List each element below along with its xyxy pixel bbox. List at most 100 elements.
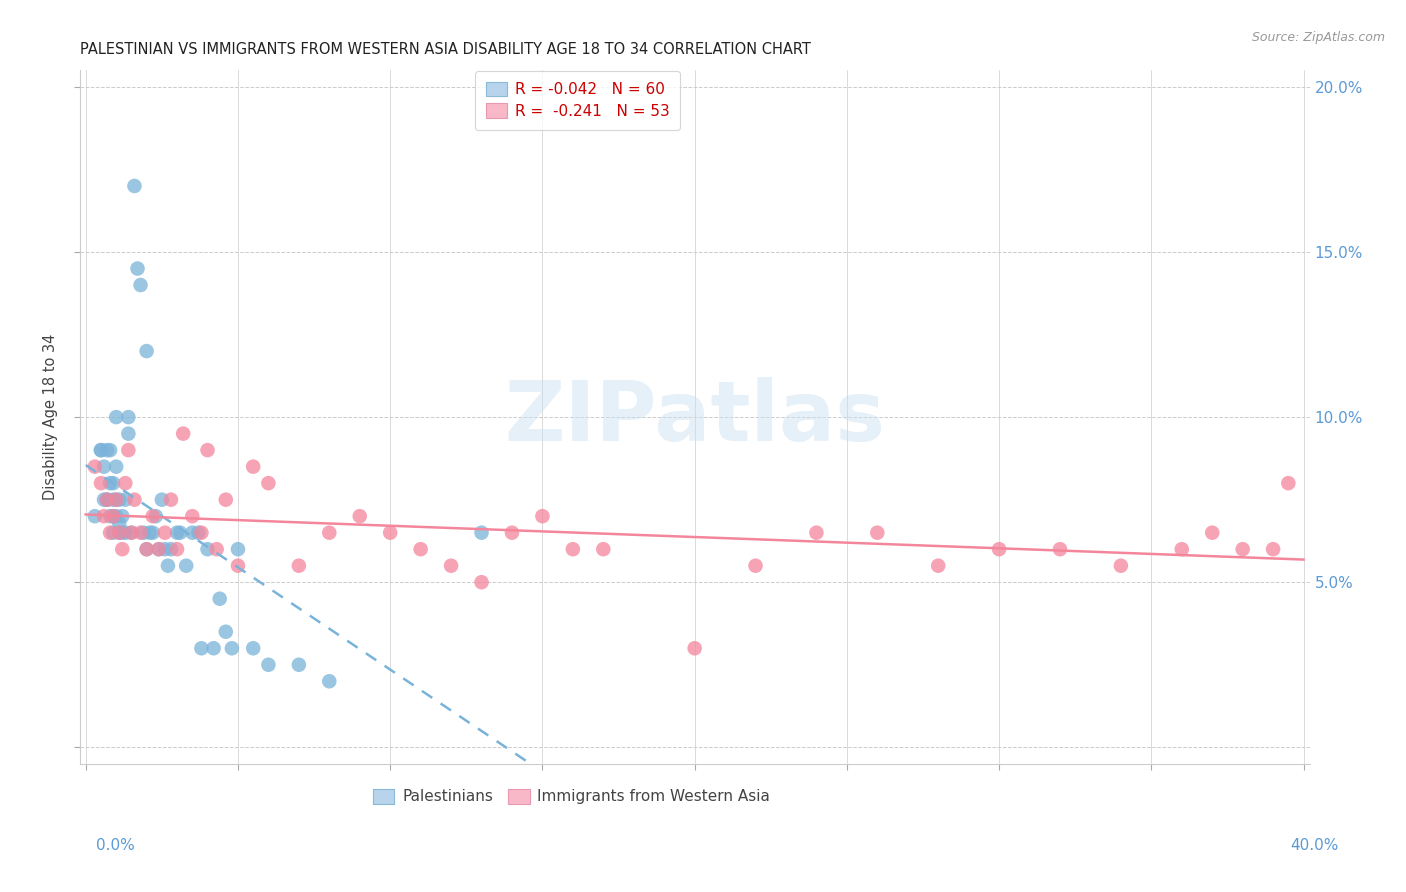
Point	[101, 509, 124, 524]
Point	[181, 509, 204, 524]
Point	[156, 558, 179, 573]
Point	[1049, 542, 1071, 557]
Point	[150, 492, 173, 507]
Point	[288, 657, 311, 672]
Point	[105, 492, 128, 507]
Point	[93, 509, 115, 524]
Point	[592, 542, 614, 557]
Point	[111, 542, 134, 557]
Point	[202, 641, 225, 656]
Point	[197, 542, 219, 557]
Point	[561, 542, 583, 557]
Point	[98, 525, 121, 540]
Point	[1109, 558, 1132, 573]
Point	[744, 558, 766, 573]
Point	[90, 443, 112, 458]
Point	[1201, 525, 1223, 540]
Point	[160, 492, 183, 507]
Point	[1277, 476, 1299, 491]
Point	[111, 509, 134, 524]
Point	[101, 525, 124, 540]
Point	[153, 542, 176, 557]
Point	[96, 492, 118, 507]
Point	[190, 525, 212, 540]
Point	[215, 624, 238, 639]
Point	[117, 443, 139, 458]
Point	[1171, 542, 1194, 557]
Point	[96, 492, 118, 507]
Point	[105, 410, 128, 425]
Point	[197, 443, 219, 458]
Point	[288, 558, 311, 573]
Point	[470, 525, 492, 540]
Point	[129, 278, 152, 293]
Point	[120, 525, 142, 540]
Point	[409, 542, 432, 557]
Point	[806, 525, 828, 540]
Point	[98, 443, 121, 458]
Point	[205, 542, 228, 557]
Point	[440, 558, 463, 573]
Point	[135, 542, 157, 557]
Point	[221, 641, 243, 656]
Point	[187, 525, 209, 540]
Text: PALESTINIAN VS IMMIGRANTS FROM WESTERN ASIA DISABILITY AGE 18 TO 34 CORRELATION : PALESTINIAN VS IMMIGRANTS FROM WESTERN A…	[80, 42, 810, 57]
Point	[470, 575, 492, 590]
Point	[172, 426, 194, 441]
Point	[114, 525, 136, 540]
Point	[108, 516, 131, 530]
Point	[501, 525, 523, 540]
Point	[83, 459, 105, 474]
Point	[988, 542, 1011, 557]
Point	[105, 459, 128, 474]
Point	[226, 558, 249, 573]
Point	[349, 509, 371, 524]
Point	[93, 459, 115, 474]
Point	[190, 641, 212, 656]
Point	[120, 525, 142, 540]
Point	[124, 492, 146, 507]
Point	[83, 509, 105, 524]
Point	[111, 525, 134, 540]
Point	[242, 641, 264, 656]
Text: Source: ZipAtlas.com: Source: ZipAtlas.com	[1251, 31, 1385, 45]
Point	[215, 492, 238, 507]
Point	[98, 476, 121, 491]
Point	[117, 410, 139, 425]
Point	[138, 525, 160, 540]
Point	[135, 344, 157, 359]
Legend: Palestinians, Immigrants from Western Asia: Palestinians, Immigrants from Western As…	[363, 778, 780, 815]
Point	[142, 509, 165, 524]
Point	[153, 525, 176, 540]
Point	[166, 542, 188, 557]
Point	[105, 492, 128, 507]
Point	[257, 476, 280, 491]
Point	[101, 509, 124, 524]
Point	[174, 558, 197, 573]
Point	[166, 525, 188, 540]
Text: ZIPatlas: ZIPatlas	[505, 376, 886, 458]
Point	[108, 525, 131, 540]
Point	[1232, 542, 1254, 557]
Point	[132, 525, 155, 540]
Point	[208, 591, 231, 606]
Point	[98, 509, 121, 524]
Point	[114, 492, 136, 507]
Point	[242, 459, 264, 474]
Point	[90, 476, 112, 491]
Point	[108, 525, 131, 540]
Point	[96, 492, 118, 507]
Point	[129, 525, 152, 540]
Point	[927, 558, 949, 573]
Point	[181, 525, 204, 540]
Point	[866, 525, 889, 540]
Text: 0.0%: 0.0%	[96, 838, 135, 854]
Point	[380, 525, 402, 540]
Point	[142, 525, 165, 540]
Point	[101, 492, 124, 507]
Point	[257, 657, 280, 672]
Point	[318, 674, 340, 689]
Point	[90, 443, 112, 458]
Point	[101, 476, 124, 491]
Y-axis label: Disability Age 18 to 34: Disability Age 18 to 34	[44, 334, 58, 500]
